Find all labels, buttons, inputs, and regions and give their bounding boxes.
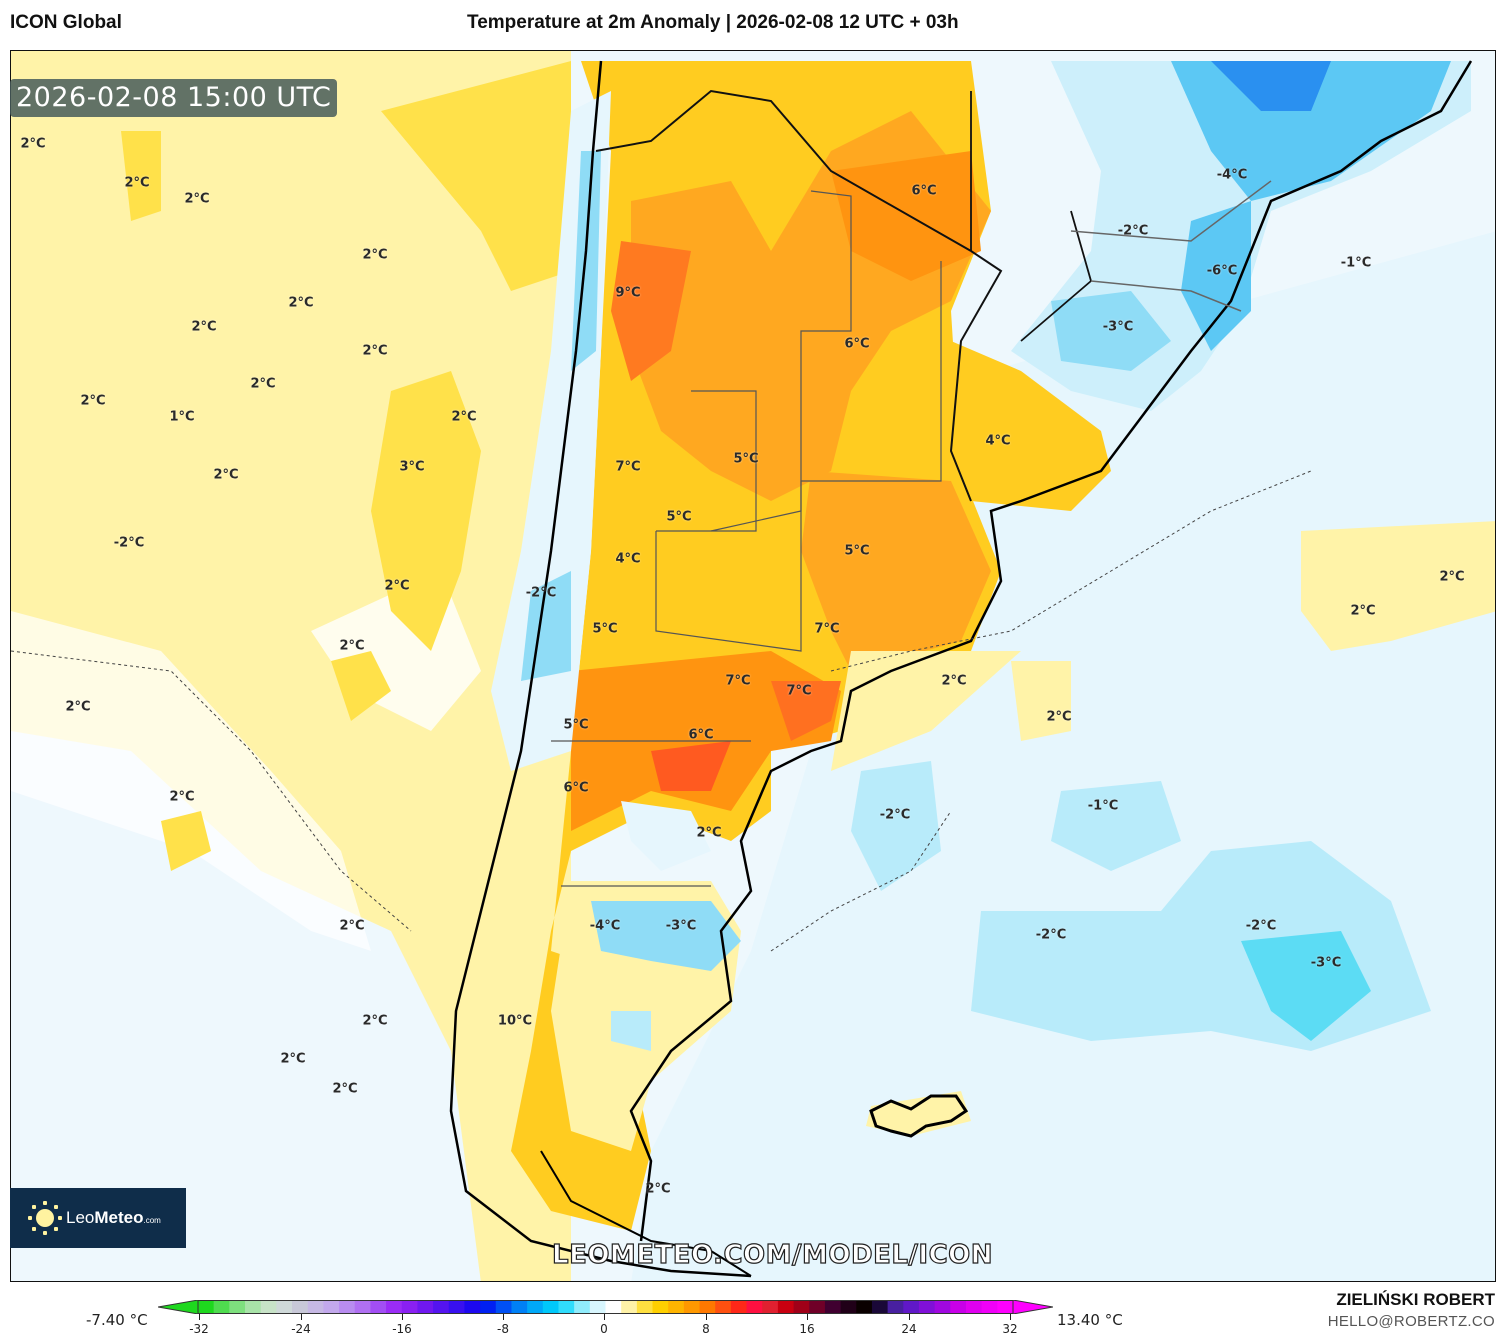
contour-label: 2°C	[169, 789, 195, 805]
contour-label: 2°C	[213, 467, 239, 483]
contour-label: -2°C	[113, 535, 145, 551]
colorbar-tick-label: 0	[600, 1322, 608, 1336]
contour-label: 2°C	[80, 393, 106, 409]
contour-label: -4°C	[1216, 167, 1248, 183]
contour-label: 2°C	[184, 191, 210, 207]
logo-text: LeoMeteo.com	[66, 1208, 161, 1227]
contour-label: 2°C	[332, 1081, 358, 1097]
contour-label: 2°C	[65, 699, 91, 715]
sun-icon	[28, 1201, 62, 1235]
contour-label: -3°C	[1102, 319, 1134, 335]
contour-label: 2°C	[124, 175, 150, 191]
contour-label: 6°C	[844, 336, 870, 352]
contour-label: 2°C	[339, 918, 365, 934]
map-title: Temperature at 2m Anomaly | 2026-02-08 1…	[467, 12, 959, 33]
contour-label: 6°C	[911, 183, 937, 199]
colorbar-tick-label: -16	[392, 1322, 412, 1336]
colorbar-tick-label: -8	[497, 1322, 509, 1336]
leometeo-logo[interactable]: LeoMeteo.com	[10, 1188, 186, 1248]
contour-label: 2°C	[288, 295, 314, 311]
contour-label: 2°C	[362, 247, 388, 263]
colorbar-tick-label: 8	[702, 1322, 710, 1336]
contour-label: 7°C	[725, 673, 751, 689]
colorbar-tick	[199, 1314, 200, 1320]
contour-label: 3°C	[399, 459, 425, 475]
contour-label: 9°C	[615, 285, 641, 301]
contour-label: 2°C	[645, 1181, 671, 1197]
anomaly-map: 2°C 2°C 2°C 2°C 2°C 2°C 2°C 2°C 2°C 1°C 2°C 3°C 2°C -…	[10, 50, 1496, 1282]
map-field	[11, 51, 1495, 1281]
colorbar-tick-label: -32	[189, 1322, 209, 1336]
contour-label: -1°C	[1087, 798, 1119, 814]
contour-label: 2°C	[280, 1051, 306, 1067]
colorbar-min-label: -7.40 °C	[86, 1311, 148, 1329]
contour-label: -3°C	[665, 918, 697, 934]
colorbar-tick	[301, 1314, 302, 1320]
contour-label: 2°C	[339, 638, 365, 654]
contour-label: 4°C	[615, 551, 641, 567]
contour-label: 7°C	[615, 459, 641, 475]
contour-label: 2°C	[191, 319, 217, 335]
contour-label: 7°C	[786, 683, 812, 699]
contour-label: 2°C	[941, 673, 967, 689]
colorbar-tick-label: 24	[901, 1322, 917, 1336]
colorbar-tick	[402, 1314, 403, 1320]
colorbar-tick	[706, 1314, 707, 1320]
contour-label: -2°C	[1245, 918, 1277, 934]
colorbar-tick	[503, 1314, 504, 1320]
contour-label: 2°C	[20, 136, 46, 152]
contour-label: 5°C	[844, 543, 870, 559]
contour-label: 2°C	[384, 578, 410, 594]
contour-label: 4°C	[985, 433, 1011, 449]
contour-label: -2°C	[1117, 223, 1149, 239]
valid-time-badge: 2026-02-08 15:00 UTC	[10, 79, 338, 117]
contour-label: 6°C	[563, 780, 589, 796]
contour-label: -4°C	[589, 918, 621, 934]
colorbar-tick	[909, 1314, 910, 1320]
contour-label: 5°C	[666, 509, 692, 525]
contour-label: 5°C	[563, 717, 589, 733]
contour-label: 2°C	[362, 1013, 388, 1029]
contour-label: 5°C	[733, 451, 759, 467]
colorbar-tick	[604, 1314, 605, 1320]
contour-label: 2°C	[1439, 569, 1465, 585]
contour-label: 7°C	[814, 621, 840, 637]
contour-label: 5°C	[592, 621, 618, 637]
temperature-colorbar	[158, 1300, 1053, 1314]
contour-label: -2°C	[525, 585, 557, 601]
colorbar-tick-label: -24	[291, 1322, 311, 1336]
contour-label: -2°C	[879, 807, 911, 823]
author-email[interactable]: HELLO@ROBERTZ.CO	[1327, 1313, 1495, 1330]
contour-label: 1°C	[169, 409, 195, 425]
contour-label: 2°C	[362, 343, 388, 359]
model-name: ICON Global	[10, 12, 122, 33]
contour-label: 10°C	[497, 1013, 533, 1029]
colorbar-tick-label: 32	[1002, 1322, 1018, 1336]
contour-label: 2°C	[1046, 709, 1072, 725]
author-name: ZIELIŃSKI ROBERT	[1336, 1290, 1495, 1309]
colorbar-max-label: 13.40 °C	[1057, 1311, 1123, 1329]
contour-label: -1°C	[1340, 255, 1372, 271]
colorbar-tick	[1010, 1314, 1011, 1320]
contour-label: -2°C	[1035, 927, 1067, 943]
contour-label: 2°C	[696, 825, 722, 841]
source-watermark: LEOMETEO.COM/MODEL/ICON	[551, 1239, 994, 1270]
colorbar-tick	[807, 1314, 808, 1320]
contour-label: 2°C	[250, 376, 276, 392]
contour-label: -3°C	[1310, 955, 1342, 971]
contour-label: 2°C	[451, 409, 477, 425]
contour-label: 2°C	[1350, 603, 1376, 619]
contour-label: -6°C	[1206, 263, 1238, 279]
contour-label: 6°C	[688, 727, 714, 743]
colorbar-tick-label: 16	[799, 1322, 815, 1336]
